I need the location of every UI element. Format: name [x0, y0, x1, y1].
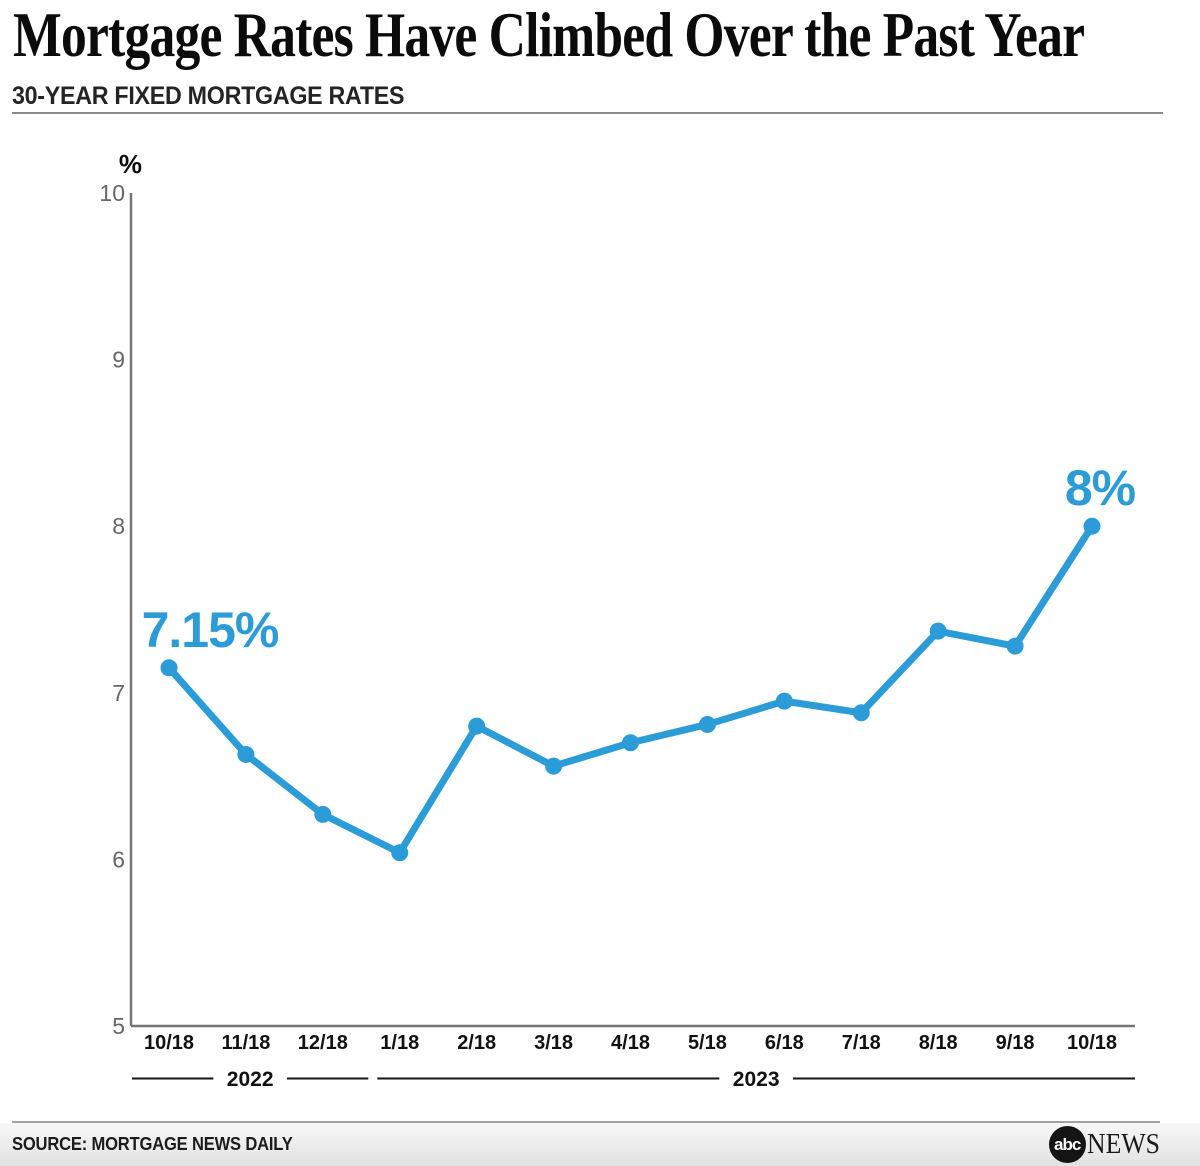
data-point: [391, 844, 409, 862]
source-text: SOURCE: MORTGAGE NEWS DAILY: [12, 1134, 293, 1154]
y-tick-label: 7: [112, 680, 125, 706]
x-tick-label: 3/18: [534, 1032, 573, 1054]
x-tick-label: 9/18: [996, 1032, 1035, 1054]
data-point: [545, 757, 563, 775]
year-label: 2022: [227, 1068, 274, 1091]
x-tick-label: 12/18: [298, 1032, 348, 1054]
data-point: [314, 805, 332, 823]
chart-subtitle: 30-YEAR FIXED MORTGAGE RATES: [12, 82, 405, 110]
data-point: [775, 692, 793, 710]
page-title: Mortgage Rates Have Climbed Over the Pas…: [13, 0, 1085, 70]
data-point: [237, 745, 255, 763]
data-point: [1006, 637, 1024, 655]
x-tick-label: 1/18: [380, 1032, 419, 1054]
x-tick-label: 8/18: [919, 1032, 958, 1054]
y-tick-label: 9: [112, 347, 125, 373]
x-tick-label: 10/18: [1067, 1032, 1117, 1054]
abc-logo-icon: abc: [1048, 1126, 1086, 1163]
year-label: 2023: [733, 1068, 780, 1091]
rate-line-series: [165, 522, 1096, 857]
y-tick-label: 6: [112, 846, 125, 872]
x-tick-label: 7/18: [842, 1032, 881, 1054]
x-tick-label: 6/18: [765, 1032, 804, 1054]
data-point: [160, 659, 178, 677]
data-point: [698, 715, 716, 733]
data-point-annotation: 7.15%: [142, 602, 279, 658]
data-point-annotation: 8%: [1065, 460, 1136, 516]
abc-news-wordmark: NEWS: [1086, 1128, 1160, 1160]
data-point: [1083, 517, 1101, 535]
x-tick-label: 5/18: [688, 1032, 727, 1054]
x-tick-label: 4/18: [611, 1032, 650, 1054]
y-tick-label: 8: [112, 513, 125, 539]
x-tick-label: 11/18: [221, 1032, 270, 1054]
footer-divider: [12, 1121, 1160, 1123]
data-point: [468, 717, 486, 735]
x-tick-label: 2/18: [457, 1032, 496, 1054]
mortgage-rates-line-chart: %10 9 8 7 6 5 10/18 11/18 12/18 1/18 2/18 3/18 4/18 5…: [99, 149, 1136, 1091]
abc-news-logo: abc NEWS: [1048, 1126, 1166, 1163]
footer: SOURCE: MORTGAGE NEWS DAILY abc NEWS: [0, 1123, 1200, 1166]
x-tick-label: 10/18: [144, 1032, 194, 1054]
header-divider: [12, 112, 1163, 114]
data-point: [929, 622, 947, 640]
y-axis-unit-label: %: [119, 149, 142, 179]
data-point: [852, 704, 870, 722]
data-point: [622, 734, 640, 752]
y-tick-label: 10: [99, 180, 125, 206]
y-tick-label: 5: [112, 1013, 125, 1039]
